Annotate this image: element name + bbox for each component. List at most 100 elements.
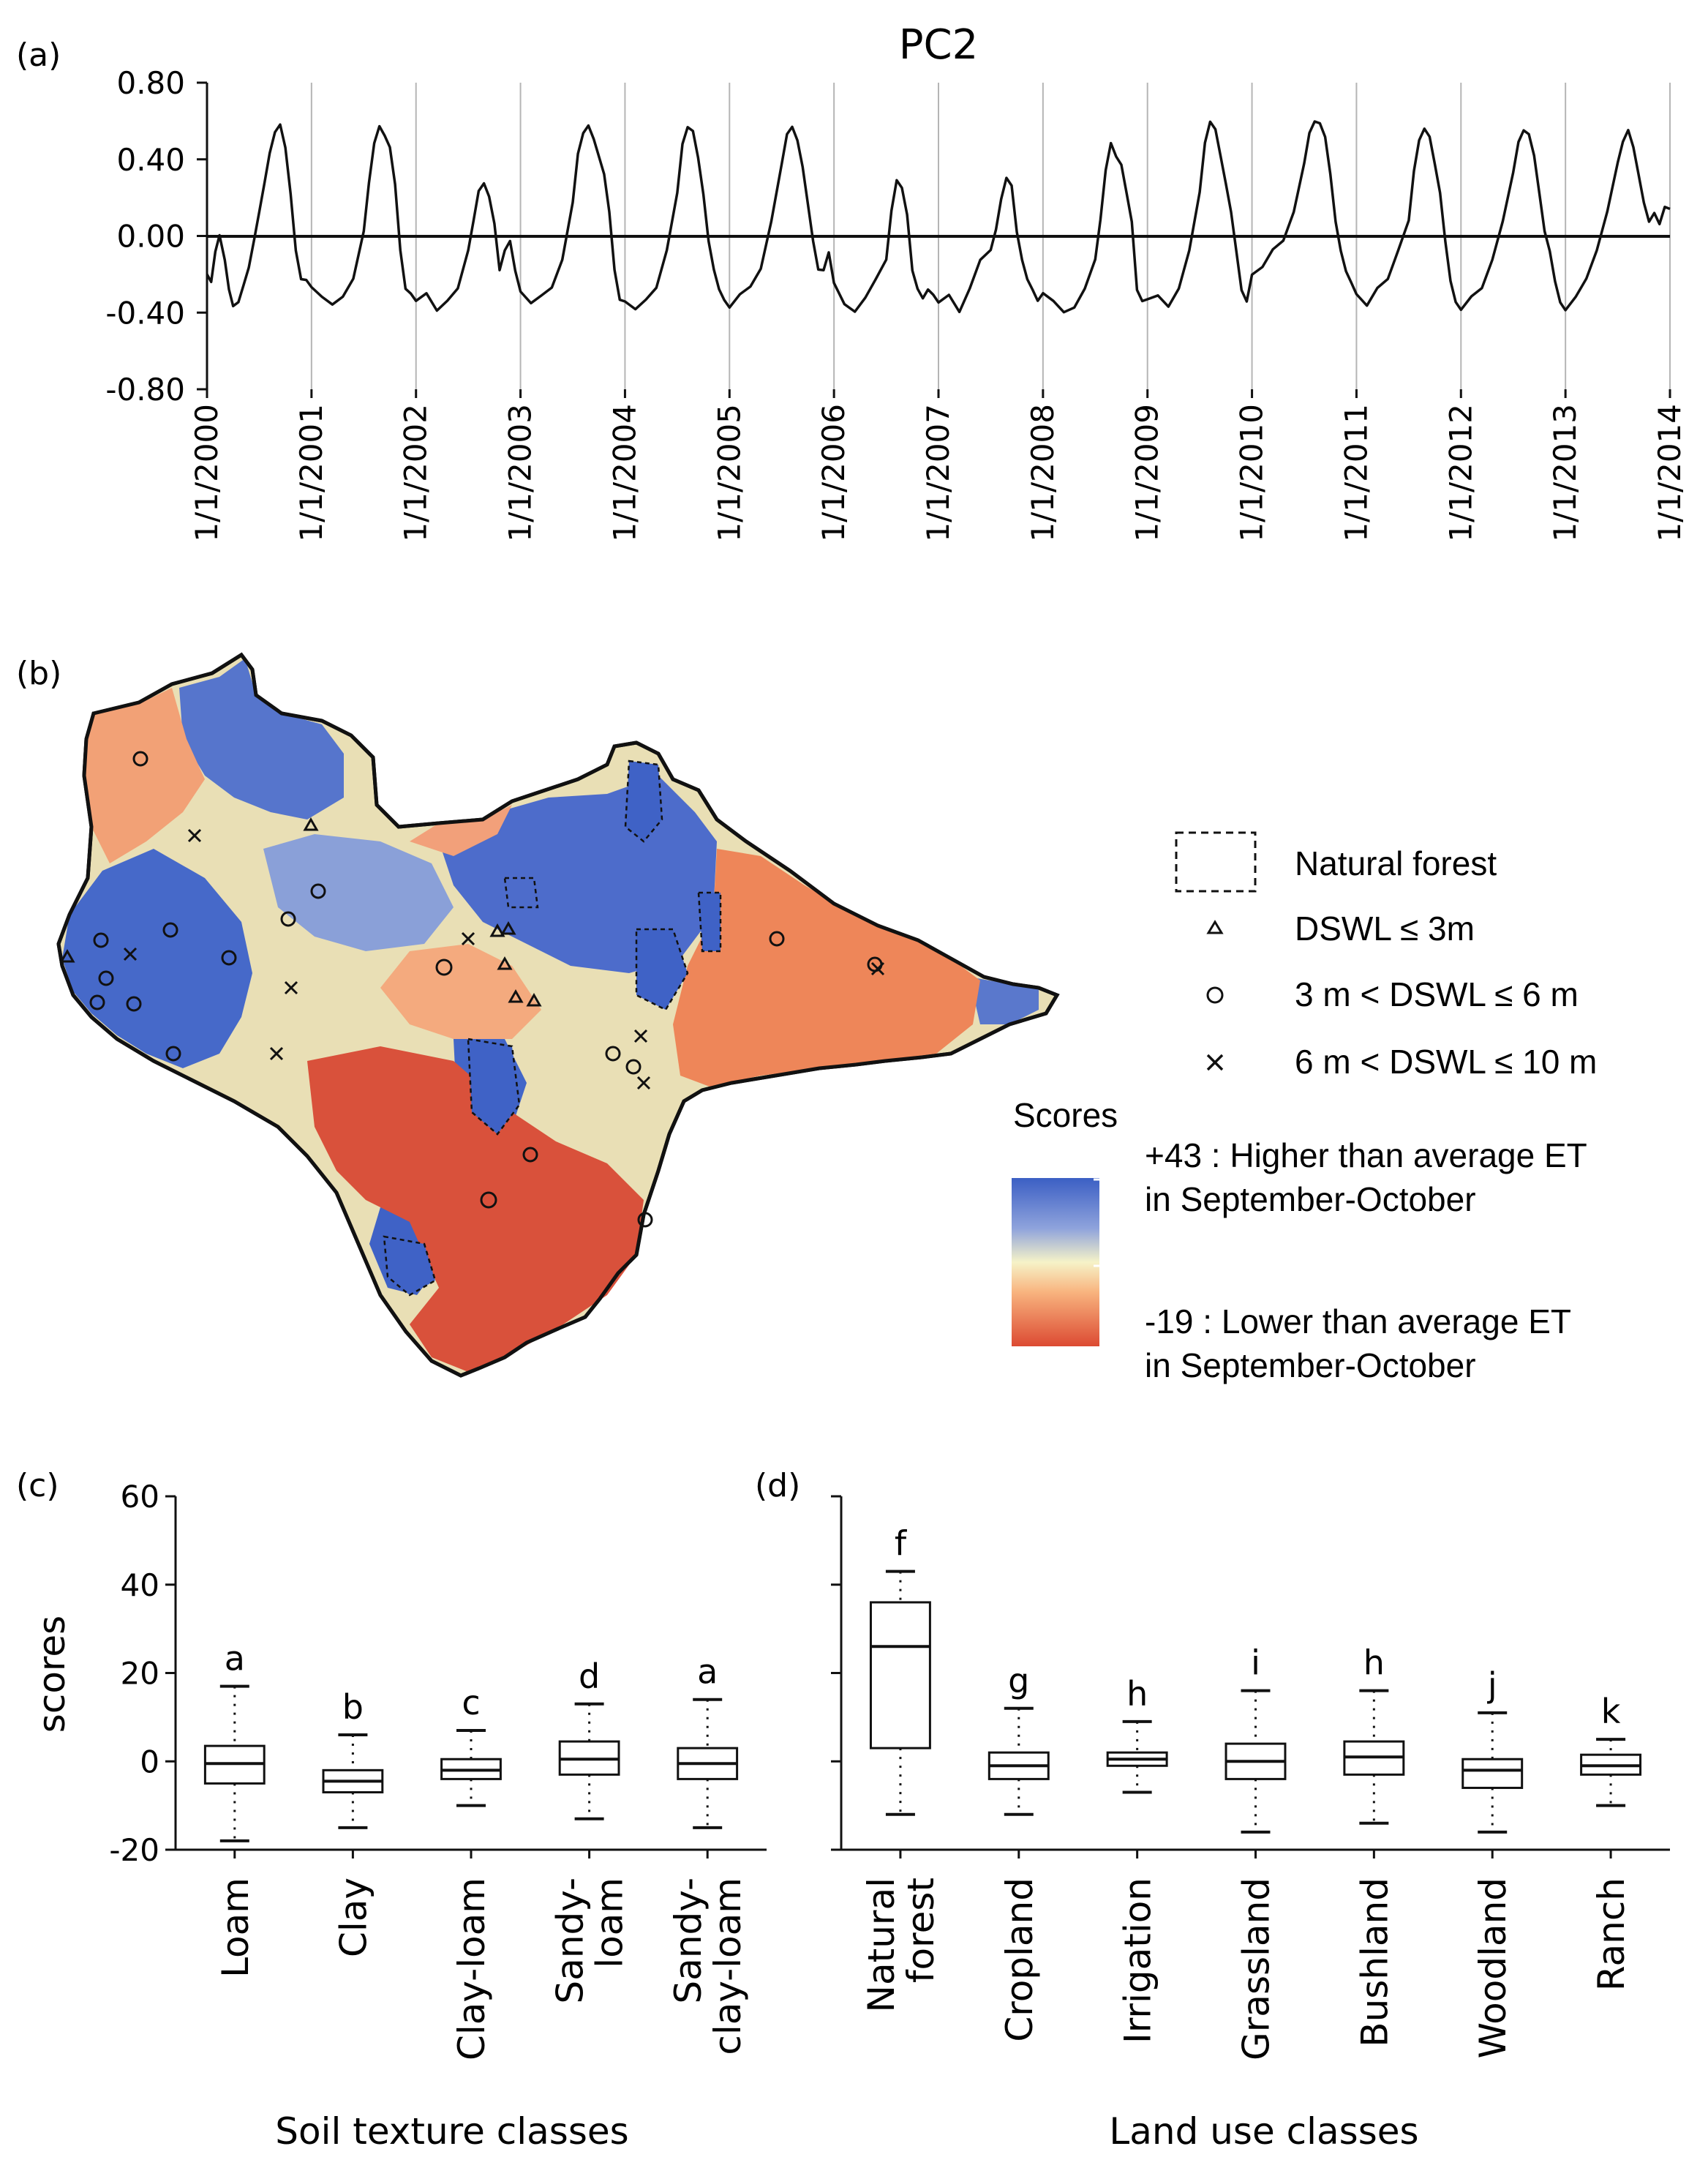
d-group-letter: k [1601,1692,1621,1731]
d-category-label: Ranch [1590,1878,1633,1991]
well-marker-circle [435,959,453,976]
c-group-letter: a [697,1652,718,1692]
d-box-group: h [1343,1643,1405,1825]
d-group-letter: j [1487,1665,1497,1705]
map-legend: Natural forest DSWL ≤ 3m 3 m < DSWL ≤ 6 … [1012,831,1597,1384]
c-category-label: Sandy- [549,1878,592,2004]
well-marker-circle [221,950,237,966]
natural-forest-area-2 [635,928,689,1011]
panel-c-label: (c) [16,1467,59,1504]
well-marker-triangle [500,920,516,935]
panel-c-boxplot: (c) scores 60 40 20 0 -20 Loam Clay Clay-loam Sa… [16,1467,767,2153]
c-group-letter: c [462,1683,480,1722]
region-blue-east [969,977,1039,1024]
legend-low-line1: -19 : Lower than average ET [1145,1302,1571,1340]
a-x-tick-label: 1/1/2003 [503,404,538,542]
c-box-group: d [558,1657,620,1820]
well-marker-circle [280,911,296,927]
a-x-tick-label: 1/1/2012 [1442,404,1478,542]
legend-cross-icon [1206,1054,1224,1071]
well-markers [59,751,885,1228]
legend-circle-icon [1206,986,1224,1004]
well-marker-circle [769,931,785,947]
well-marker-circle [89,994,105,1010]
d-category-label: forest [900,1878,942,1983]
a-x-tick-label: 1/1/2002 [398,404,434,542]
pc2-series-line [206,120,1671,314]
natural-forest-area-4 [467,1038,521,1136]
d-boxes: f g h i h j k [869,1524,1642,1834]
d-category-label: Irrigation [1117,1878,1159,2044]
c-category-label: Clay [332,1878,375,1957]
legend-scores-title: Scores [1013,1096,1118,1134]
a-y-tick-label: 0.40 [116,142,185,178]
c-box-group: c [440,1683,502,1807]
well-marker-triangle [303,817,319,831]
a-x-tick-label: 1/1/2007 [920,404,956,542]
legend-natural-forest-swatch [1175,831,1257,893]
d-group-letter: i [1251,1643,1260,1683]
legend-dswl-1: DSWL ≤ 3m [1295,909,1475,948]
well-marker-triangle [489,923,505,937]
c-y-axis-title: scores [31,1616,73,1733]
a-y-tick-label: -0.40 [105,295,185,331]
d-category-label: Cropland [998,1878,1041,2042]
c-y-tick-label: -20 [109,1832,159,1868]
a-y-axis: 0.80 0.40 0.00 -0.40 -0.80 [105,65,208,408]
well-marker-cross [187,828,202,843]
d-group-letter: f [895,1524,908,1564]
c-box-group: a [203,1639,266,1842]
d-group-letter: h [1126,1674,1148,1714]
d-x-axis-title: Land use classes [1109,2110,1418,2153]
d-box [869,1601,931,1749]
a-x-axis: 1/1/2000 1/1/2001 1/1/2002 1/1/2003 1/1/2004… [189,389,1688,542]
chart-a-title: PC2 [899,21,979,69]
c-y-tick-label: 0 [140,1744,159,1779]
well-marker-triangle [59,948,75,963]
region-blue-north [179,659,344,819]
a-x-tick-label: 1/1/2008 [1025,404,1061,542]
c-boxes: a b c d a [203,1639,739,1842]
a-x-tick-label: 1/1/2014 [1652,404,1688,542]
d-group-letter: h [1363,1643,1385,1683]
c-group-letter: b [342,1687,364,1727]
c-category-label: loam [589,1878,631,1968]
c-box-group: a [677,1652,739,1829]
well-marker-circle [165,1046,181,1062]
well-marker-circle [310,883,326,899]
natural-forest-area-5 [383,1235,437,1297]
c-y-tick-label: 20 [121,1656,159,1692]
d-category-label: Grassland [1235,1878,1278,2060]
c-y-tick-label: 60 [121,1479,159,1515]
well-marker-circle [480,1191,497,1209]
well-marker-circle [98,970,114,986]
well-marker-cross [633,1029,648,1043]
legend-dswl-3: 6 m < DSWL ≤ 10 m [1295,1043,1597,1081]
c-category-label: Loam [214,1878,257,1978]
a-x-tick-label: 1/1/2010 [1234,404,1270,542]
panel-d-label: (d) [755,1467,800,1504]
d-category-label: Natural [860,1878,903,2012]
a-x-tick-label: 1/1/2001 [293,404,329,542]
c-group-letter: d [579,1657,600,1696]
legend-natural-forest-label: Natural forest [1295,844,1497,882]
panel-a-line-chart: (a) PC2 0.800.400.00-0.40-0.80 1/1/2000 1… [16,21,1688,542]
well-marker-circle [93,932,109,948]
natural-forest-area-3 [697,891,722,953]
region-orange-north [84,688,205,863]
c-category-label: Sandy- [667,1878,710,2004]
well-marker-cross [461,931,475,946]
well-marker-circle [605,1046,621,1062]
d-box-group: g [987,1661,1050,1816]
a-x-tick-label: 1/1/2013 [1547,404,1583,542]
a-y-tick-label: 0.80 [116,65,185,101]
well-marker-cross [123,947,138,961]
legend-dswl-2: 3 m < DSWL ≤ 6 m [1295,975,1579,1013]
well-marker-cross [269,1046,284,1061]
basin-map [56,652,1060,1378]
natural-forest-area-6 [503,877,539,909]
a-y-tick-label: 0.00 [116,219,185,255]
natural-forest-area-1 [624,759,663,843]
